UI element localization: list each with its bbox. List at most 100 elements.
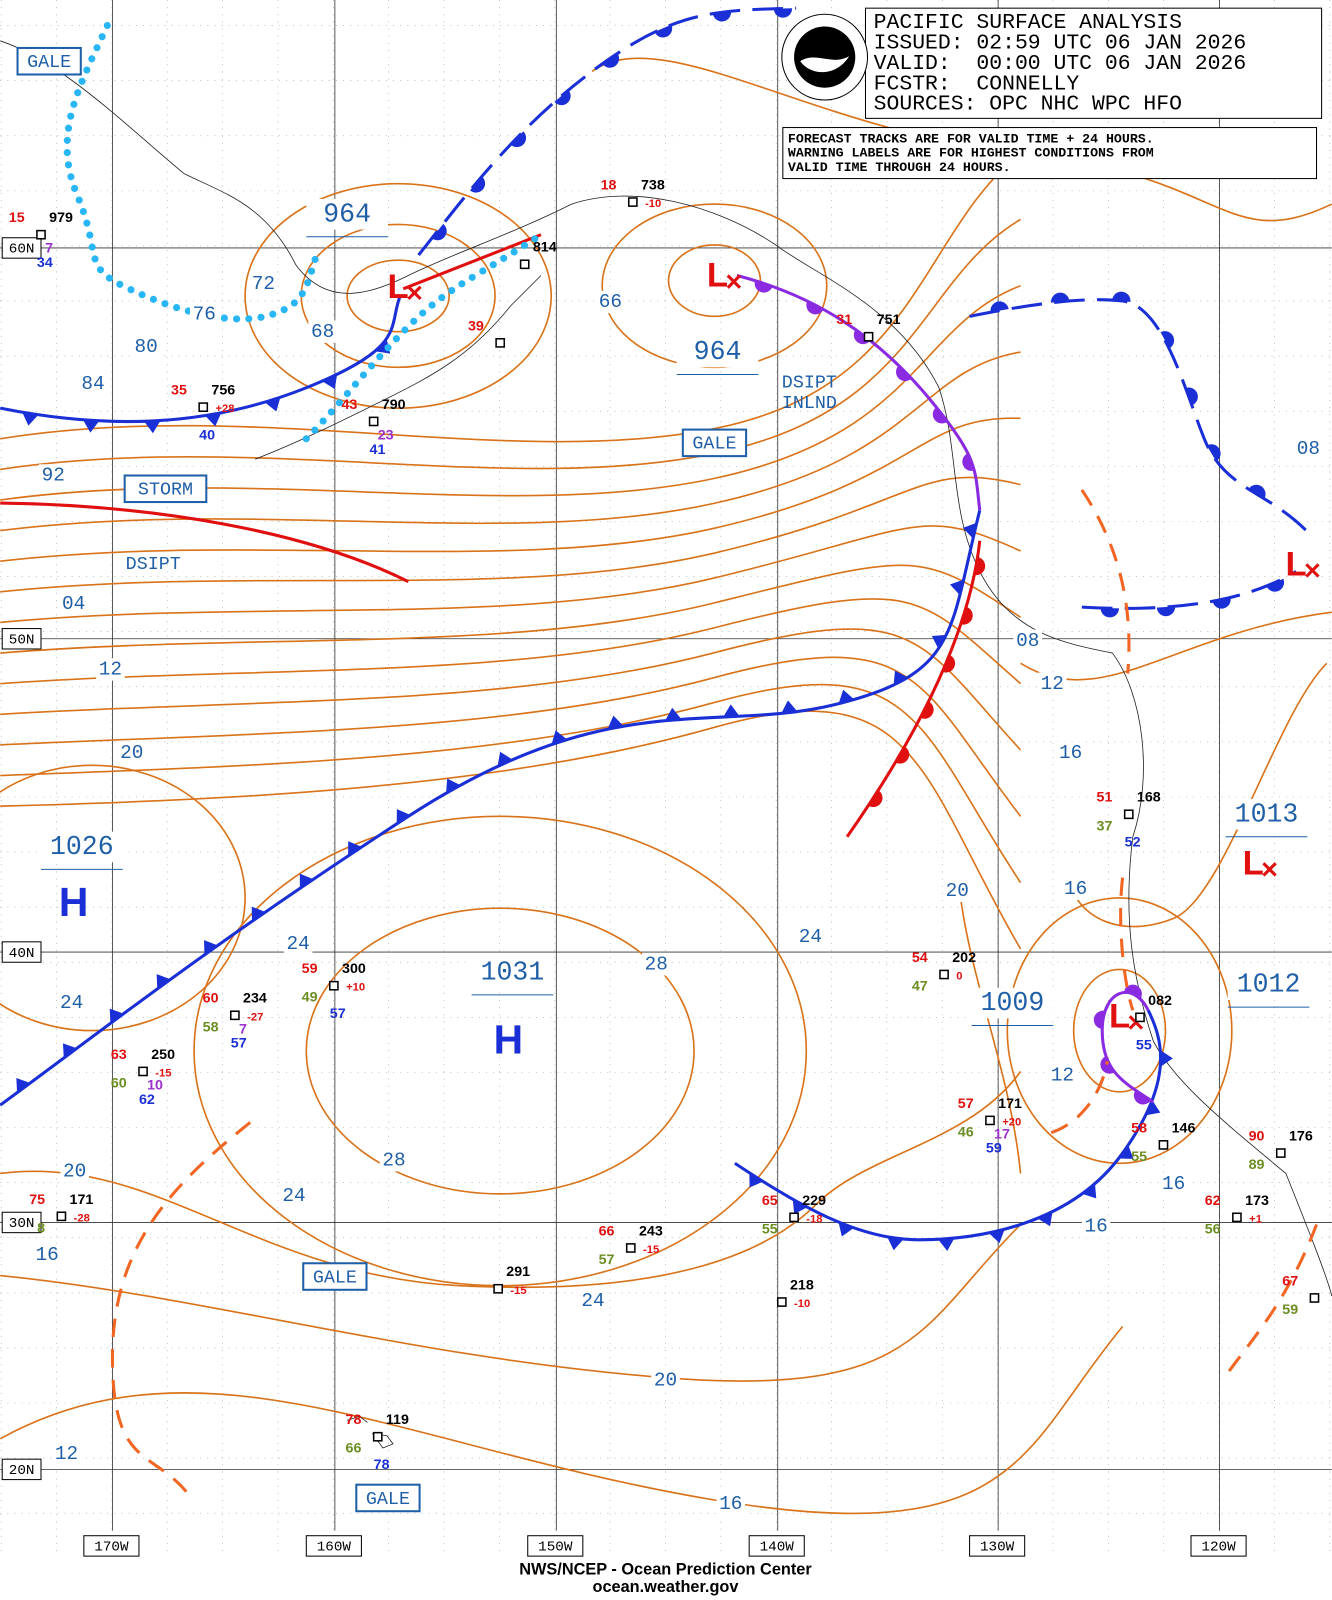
notice-line: FORECAST TRACKS ARE FOR VALID TIME + 24 … <box>788 131 1154 146</box>
isobar-label: 24 <box>282 1185 305 1207</box>
station-temperature: 31 <box>836 312 852 328</box>
trough <box>1223 1223 1318 1379</box>
warning-box <box>302 1262 368 1291</box>
station-marker <box>863 331 874 342</box>
station-dewpoint: 66 <box>346 1441 362 1457</box>
station-marker <box>372 1431 383 1442</box>
cold-front-symbol <box>551 730 568 745</box>
label-bg <box>943 879 972 903</box>
pressure-label: 1009 <box>981 988 1045 1018</box>
station-sst: 52 <box>1125 835 1141 851</box>
isobar <box>0 628 1022 751</box>
station-temperature: 58 <box>1131 1120 1147 1136</box>
warning-label: GALE <box>692 434 736 455</box>
cold-front-symbol <box>607 715 624 730</box>
isobar <box>958 887 1022 1174</box>
coastline <box>0 40 1332 1449</box>
stationary-front <box>1081 570 1297 610</box>
station-dewpoint: 58 <box>203 1019 219 1035</box>
longitude-label: 120W <box>1201 1540 1236 1556</box>
label-bg <box>60 1160 89 1183</box>
station-marker <box>939 969 949 980</box>
noaa-bird <box>800 56 850 73</box>
pressure-label: 1013 <box>1235 799 1299 829</box>
header-line: SOURCES: OPC NHC WPC HFO <box>874 93 1182 117</box>
label-bg <box>642 953 671 976</box>
station-sst: 57 <box>330 1006 346 1022</box>
cold-front-symbol <box>446 778 461 794</box>
station-marker <box>1275 1148 1286 1158</box>
station-temperature: 57 <box>958 1096 974 1112</box>
isobar-label: 28 <box>382 1149 405 1171</box>
station-temperature: 18 <box>601 177 617 193</box>
station-tendency: -18 <box>806 1213 822 1225</box>
label-bg <box>117 741 147 765</box>
station-tendency: 0 <box>956 970 962 982</box>
station-temperature: 60 <box>203 991 219 1007</box>
isobar <box>0 525 1021 624</box>
occluded-front <box>736 274 982 511</box>
station-pressure: 300 <box>342 961 366 977</box>
isobar-label: 16 <box>719 1493 742 1515</box>
isobar <box>0 1326 1124 1515</box>
station-temperature: 54 <box>912 950 928 966</box>
pressure-label: 964 <box>694 337 742 367</box>
station-tendency: -27 <box>247 1011 263 1023</box>
cold-front-symbol <box>264 397 281 412</box>
cold-front-symbol <box>348 841 362 856</box>
label-box <box>305 1535 362 1557</box>
isobar <box>1006 897 1233 1165</box>
station-dewpoint: 49 <box>302 990 318 1006</box>
station-dewpoint: 56 <box>1205 1221 1221 1237</box>
isobar-label: 20 <box>63 1161 86 1183</box>
station-pressure: 751 <box>877 312 901 328</box>
cold-front-symbol <box>665 707 682 721</box>
isobar-label: 20 <box>654 1370 677 1392</box>
warning-box <box>123 474 208 504</box>
stationary-front-symbol <box>431 223 447 241</box>
isobars <box>0 57 1332 1515</box>
stationary-front-symbol <box>1112 291 1131 302</box>
label-bg <box>38 464 68 487</box>
isobar-label: 92 <box>42 465 65 487</box>
warning-label: GALE <box>27 52 71 73</box>
low-center: L <box>1243 844 1264 882</box>
station-marker <box>776 1297 787 1307</box>
station-temperature: 78 <box>346 1412 362 1428</box>
station-pressure: 119 <box>386 1412 409 1428</box>
notice-box <box>782 127 1318 180</box>
warm-front <box>845 540 982 838</box>
station-temperature: 43 <box>341 397 357 413</box>
station-marker <box>1135 1012 1145 1023</box>
isobar-label: 20 <box>120 742 143 764</box>
cold-front-symbol <box>82 419 100 433</box>
station-sst: 40 <box>199 427 215 443</box>
cold-front-symbol <box>838 689 855 704</box>
label-bg <box>676 336 759 368</box>
stationary-front-symbol <box>1212 597 1231 609</box>
stationary-front-symbol <box>1156 606 1176 617</box>
occluded-front-symbol <box>1100 1056 1115 1074</box>
cold-front-symbol <box>62 1043 77 1059</box>
cold-front-symbol <box>322 374 338 389</box>
warm-front-symbol <box>960 606 973 625</box>
label-box <box>83 1535 140 1557</box>
label-box <box>1 237 42 259</box>
low-x <box>726 274 742 289</box>
isobar-label: 08 <box>1016 630 1039 652</box>
isobar-label: 16 <box>1084 1216 1107 1238</box>
station-temperature: 39 <box>468 318 484 334</box>
station-pressure: 146 <box>1172 1120 1196 1136</box>
label-bg <box>41 831 123 863</box>
station-pressure: 168 <box>1137 790 1161 806</box>
station-tendency: +1 <box>1249 1213 1262 1225</box>
warm-front-symbol <box>895 746 910 764</box>
isobar <box>0 1070 1022 1289</box>
cold-front-symbol <box>497 751 513 767</box>
occluded-front <box>1100 990 1155 1104</box>
station-dewpoint: 57 <box>599 1252 615 1268</box>
stationary-front-symbol <box>554 89 571 106</box>
label-bg <box>1225 798 1308 830</box>
low-center: L <box>1286 545 1307 583</box>
ice-edge <box>63 21 545 443</box>
